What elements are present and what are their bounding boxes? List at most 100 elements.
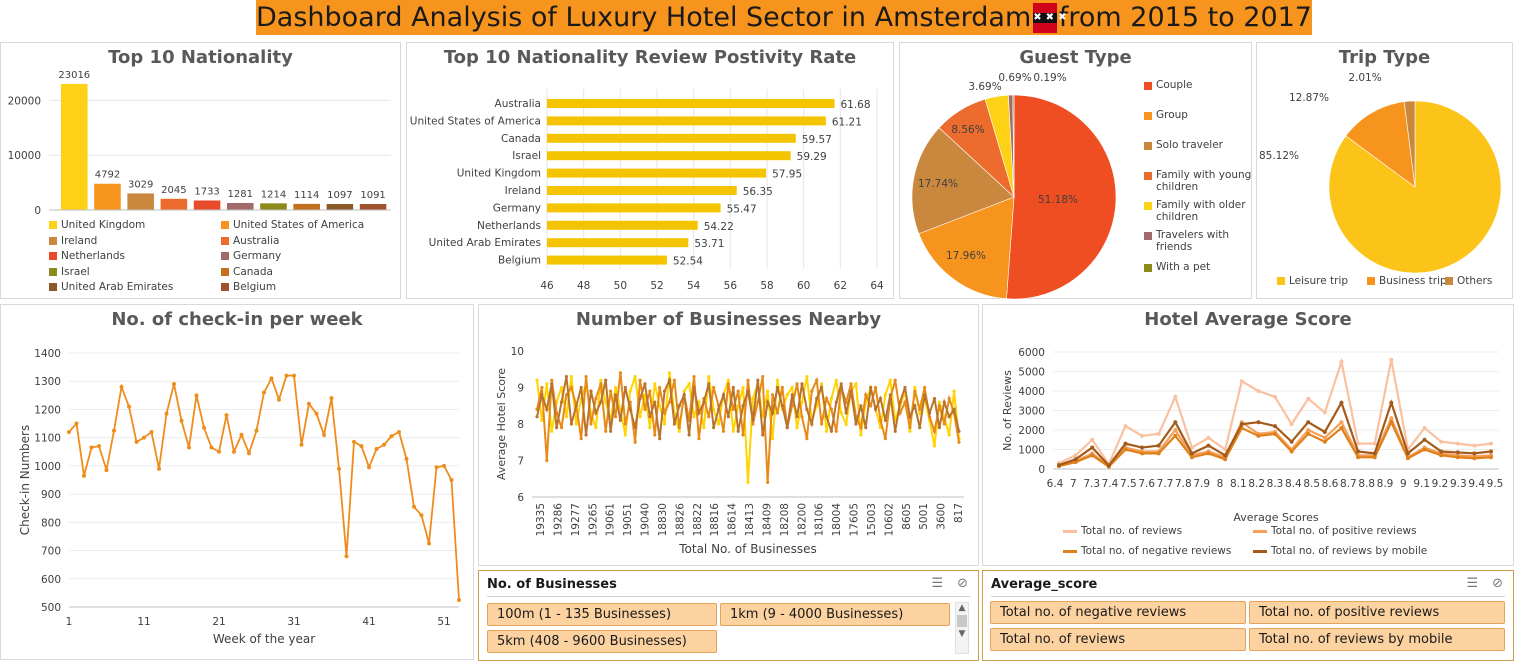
data-point [697, 411, 701, 415]
data-point [584, 374, 588, 379]
checkin-chart-panel[interactable]: No. of check-in per week 500 600 700 800 900… [0, 304, 474, 660]
clear-filter-icon[interactable]: ⊘ [1492, 576, 1503, 591]
data-point [604, 378, 608, 382]
legend-item: United Arab Emirates [49, 281, 173, 293]
data-point [829, 407, 834, 411]
data-point [574, 404, 578, 408]
y-tick-label: 500 [41, 602, 61, 614]
y-tick-label: 1200 [34, 404, 61, 416]
slicer-item-negative[interactable]: Total no. of negative reviews [990, 601, 1246, 624]
trip-type-chart-panel[interactable]: Trip Type 85.12% 12.87% 2.01% Leisure trip… [1256, 42, 1513, 299]
data-point [1455, 441, 1460, 446]
data-point [741, 433, 745, 437]
scroll-thumb[interactable] [957, 615, 967, 627]
data-point [839, 382, 843, 386]
data-point [89, 445, 94, 450]
data-point [770, 437, 775, 441]
amsterdam-flag-icon: ✖✖✖ [1033, 2, 1066, 33]
data-point [67, 430, 71, 435]
data-point [859, 433, 863, 437]
data-point [535, 378, 539, 382]
guest-type-legend: Couple Group Solo traveler Family with youn… [1144, 79, 1252, 279]
legend-item: Germany [221, 250, 281, 262]
slicer-item-5km[interactable]: 5km (408 - 9600 Businesses) [487, 630, 717, 653]
category-label: Australia [495, 98, 541, 110]
data-point [707, 382, 711, 386]
multi-select-icon[interactable]: ☰ [931, 576, 944, 591]
data-point [942, 422, 946, 426]
scroll-down-icon[interactable]: ▼ [958, 629, 966, 639]
businesses-chart-panel[interactable]: Number of Businesses Nearby 6 7 8 9 10 19335 1… [478, 304, 979, 566]
data-point [179, 418, 184, 423]
slicer-item-positive[interactable]: Total no. of positive reviews [1249, 601, 1505, 624]
data-point [697, 437, 701, 441]
slicer-item-1km[interactable]: 1km (9 - 4000 Businesses) [720, 603, 950, 626]
guest-type-chart-panel[interactable]: Guest Type 51.18% 17.96% 17.74% 8.56% 3.69% 0… [899, 42, 1252, 300]
bar [547, 238, 689, 248]
data-point [599, 378, 603, 382]
category-label: Belgium [498, 255, 541, 267]
pie-slice [1006, 94, 1117, 300]
data-point [579, 385, 583, 390]
data-point [829, 396, 834, 401]
data-point [1356, 455, 1361, 460]
data-point [923, 393, 927, 397]
data-point [1372, 455, 1377, 460]
data-point [569, 374, 573, 379]
avg-score-chart-panel[interactable]: Hotel Average Score 0 1000 2000 3000 4000 500… [982, 304, 1514, 566]
multi-select-icon[interactable]: ☰ [1466, 576, 1479, 591]
data-point [254, 428, 259, 433]
category-label: Germany [493, 202, 541, 214]
x-tick-label: 19051 [622, 503, 634, 536]
data-point [337, 466, 341, 471]
data-point [457, 597, 461, 602]
legend-item: Others [1445, 275, 1492, 287]
data-label: 53.71 [694, 238, 724, 250]
data-point [1223, 457, 1228, 462]
legend-label: Belgium [233, 281, 277, 293]
data-point [277, 397, 281, 402]
nationality-chart-panel[interactable]: Top 10 Nationality 0 10000 20000 23016 4792 3… [0, 42, 401, 299]
data-point [888, 393, 892, 397]
legend-label: Israel [61, 265, 90, 278]
x-tick-label: 54 [687, 280, 701, 292]
data-point [805, 437, 809, 441]
data-label: 3.69% [968, 81, 1001, 93]
slicer-item-100m[interactable]: 100m (1 - 135 Businesses) [487, 603, 717, 626]
data-point [707, 415, 711, 419]
data-label: 1733 [194, 187, 219, 198]
y-tick-label: 20000 [8, 95, 41, 107]
data-point [292, 373, 296, 378]
clear-filter-icon[interactable]: ⊘ [957, 576, 968, 591]
x-axis-title: Average Scores [1233, 511, 1318, 524]
data-point [1273, 424, 1277, 429]
data-point [849, 389, 853, 393]
data-point [609, 429, 613, 433]
scroll-up-icon[interactable]: ▲ [958, 603, 966, 613]
data-point [834, 429, 838, 433]
data-point [589, 422, 593, 426]
data-point [1422, 426, 1427, 431]
positivity-chart-panel[interactable]: Top 10 Nationality Review Postivity Rate… [406, 42, 894, 299]
data-point [815, 396, 819, 401]
data-point [1289, 422, 1294, 427]
data-point [609, 389, 613, 393]
data-point [1405, 456, 1410, 461]
data-point [628, 389, 632, 393]
x-tick-label: 9.3 [1450, 478, 1467, 490]
x-tick-label: 9.5 [1487, 478, 1504, 490]
data-label: 52.54 [673, 256, 703, 268]
legend-item: Total no. of reviews [1063, 525, 1182, 537]
slicer-item-mobile[interactable]: Total no. of reviews by mobile [1249, 628, 1505, 651]
data-point [1389, 357, 1394, 362]
legend-label: Couple [1156, 79, 1193, 91]
legend-item: Business trip [1367, 275, 1447, 287]
x-tick-label: 1 [66, 616, 73, 628]
data-point [594, 396, 598, 401]
data-point [834, 378, 838, 382]
legend-swatch [1144, 172, 1152, 180]
data-point [623, 422, 627, 426]
slicer-item-total[interactable]: Total no. of reviews [990, 628, 1246, 651]
slicer-scrollbar[interactable]: ▲ ▼ [955, 602, 969, 654]
legend-swatch [1253, 529, 1267, 533]
